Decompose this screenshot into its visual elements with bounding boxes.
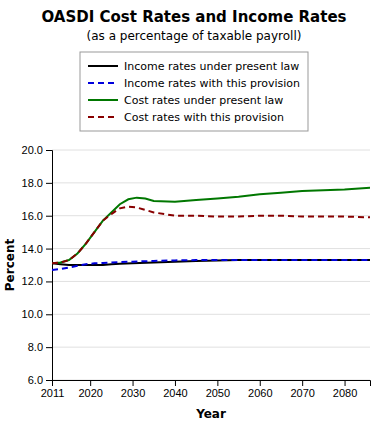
tick: 2070 (290, 380, 314, 399)
tick-mark (302, 380, 303, 386)
tick: 16.0 (22, 210, 52, 222)
legend-item: Income rates with this provision (88, 77, 300, 90)
tick: 2040 (163, 380, 187, 399)
legend: Income rates under present law Income rat… (80, 52, 308, 131)
legend-item: Cost rates under present law (88, 94, 283, 107)
tick-mark (46, 380, 52, 381)
grid-line (52, 182, 370, 183)
tick-label: 2050 (206, 387, 230, 399)
chart: OASDI Cost Rates and Income Rates (as a p… (0, 0, 388, 430)
tick-mark (46, 150, 52, 151)
legend-box (80, 52, 308, 131)
grid-line (52, 347, 370, 348)
tick-label: 2040 (163, 387, 187, 399)
y-axis-title: Percent (3, 239, 17, 292)
legend-label: Cost rates with this provision (124, 111, 284, 124)
series-group (52, 188, 370, 270)
tick-label: 8.0 (28, 341, 43, 353)
axis-line (53, 381, 371, 387)
tick-label: 14.0 (22, 243, 43, 255)
tick-mark (46, 216, 52, 217)
legend-swatch (88, 116, 118, 118)
x-axis: 2011 2020 2030 2040 2050 2060 2070 2080 (41, 380, 371, 399)
tick-label: 18.0 (22, 177, 43, 189)
tick: 6.0 (28, 374, 52, 386)
tick-label: 10.0 (22, 308, 43, 320)
tick: 2050 (206, 380, 230, 399)
subtitle: (as a percentage of taxable payroll) (87, 29, 302, 43)
tick-mark (345, 380, 346, 386)
tick: 10.0 (22, 308, 52, 320)
tick-label: 2060 (248, 387, 272, 399)
tick-label: 20.0 (22, 144, 43, 156)
legend-item: Income rates under present law (88, 60, 299, 73)
tick-label: 2020 (78, 387, 102, 399)
tick-mark (46, 347, 52, 348)
tick-mark (175, 380, 176, 386)
x-axis-title: Year (195, 407, 226, 421)
tick-label: 2030 (121, 387, 145, 399)
tick: 14.0 (22, 243, 52, 255)
legend-swatch (88, 99, 118, 101)
tick: 2030 (121, 380, 145, 399)
legend-label: Income rates under present law (124, 60, 299, 73)
tick-label: 2080 (333, 387, 357, 399)
tick-label: 2070 (290, 387, 314, 399)
grid (52, 150, 370, 380)
tick: 2060 (248, 380, 272, 399)
tick: 12.0 (22, 275, 52, 287)
legend-swatch (88, 82, 118, 84)
tick-mark (46, 281, 52, 282)
legend-swatch (88, 65, 118, 67)
grid-line (52, 248, 370, 249)
tick-mark (133, 380, 134, 386)
y-axis: 6.0 8.0 10.0 12.0 14.0 16.0 18.0 20.0 (22, 144, 53, 386)
tick: 2080 (333, 380, 357, 399)
plot-area: 2011 2020 2030 2040 2050 2060 2070 2080 6.0 8.0 10… (22, 144, 371, 399)
legend-label: Cost rates under present law (124, 94, 283, 107)
legend-item: Cost rates with this provision (88, 111, 284, 124)
tick: 20.0 (22, 144, 52, 156)
tick-label: 6.0 (28, 374, 43, 386)
line (52, 188, 370, 264)
line (52, 207, 370, 264)
tick-label: 2011 (41, 387, 65, 399)
grid-line (52, 150, 370, 151)
title: OASDI Cost Rates and Income Rates (41, 8, 346, 26)
tick-mark (217, 380, 218, 386)
tick-mark (46, 183, 52, 184)
tick: 2020 (78, 380, 102, 399)
legend-items: Income rates under present law Income rat… (88, 60, 300, 124)
axis-line (46, 151, 53, 381)
tick-mark (46, 249, 52, 250)
tick-mark (90, 380, 91, 386)
grid-line (52, 281, 370, 282)
grid-line (52, 314, 370, 315)
tick-mark (46, 314, 52, 315)
tick: 2011 (41, 380, 65, 399)
tick-label: 12.0 (22, 275, 43, 287)
tick-label: 16.0 (22, 210, 43, 222)
tick: 8.0 (28, 341, 52, 353)
tick: 18.0 (22, 177, 52, 189)
tick-mark (260, 380, 261, 386)
line (52, 260, 370, 270)
legend-label: Income rates with this provision (124, 77, 300, 90)
